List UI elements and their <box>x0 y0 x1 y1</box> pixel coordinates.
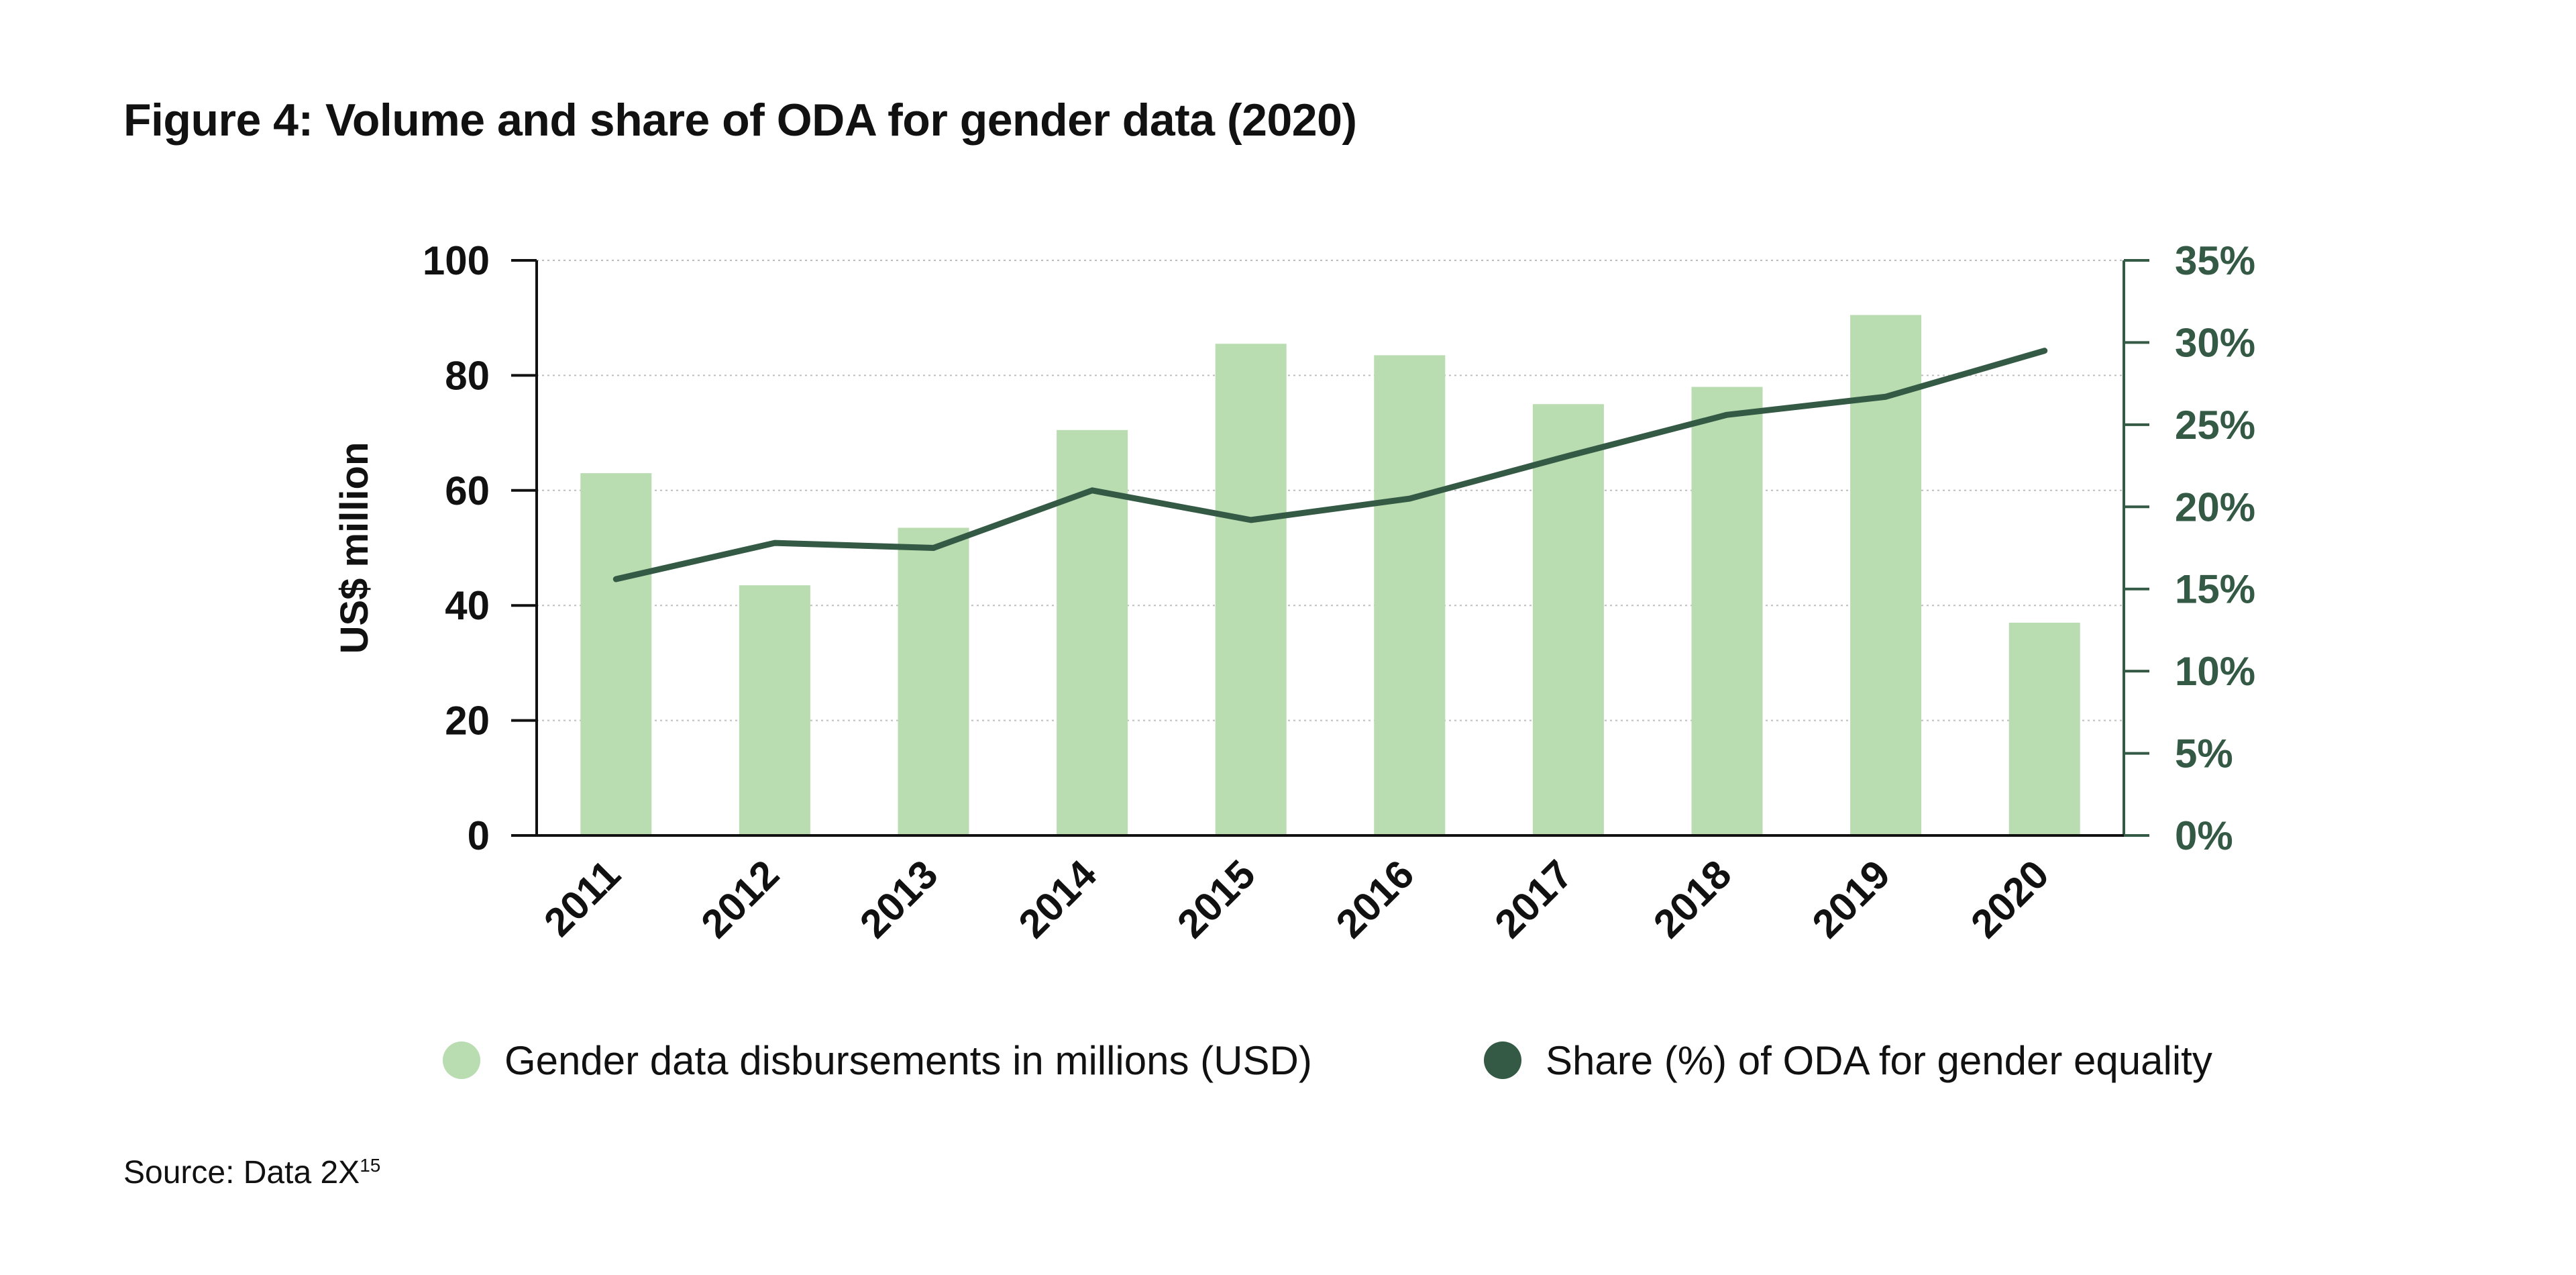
x-tick-label: 2013 <box>851 852 947 947</box>
line-point-2011 <box>615 578 617 580</box>
right-tick-label: 30% <box>2175 320 2255 365</box>
source-footnote: 15 <box>360 1155 381 1176</box>
legend-item-bars: Gender data disbursements in millions (U… <box>443 1033 1312 1087</box>
figure-title: Figure 4: Volume and share of ODA for ge… <box>123 95 1357 146</box>
right-tick-label: 35% <box>2175 238 2255 283</box>
right-tick-label: 10% <box>2175 649 2255 694</box>
legend-item-line: Share (%) of ODA for gender equality <box>1484 1033 2212 1087</box>
x-tick-label: 2011 <box>535 852 629 945</box>
source-note: Source: Data 2X15 <box>123 1154 380 1191</box>
bar-2016 <box>1374 355 1446 835</box>
legend-swatch-line <box>1484 1041 1521 1079</box>
bar-2020 <box>2008 622 2080 835</box>
bar-2018 <box>1691 387 1763 835</box>
legend-label-line: Share (%) of ODA for gender equality <box>1546 1037 2212 1083</box>
left-tick-label: 100 <box>423 238 490 283</box>
bar-2017 <box>1532 404 1604 835</box>
x-tick-label: 2019 <box>1804 852 1899 947</box>
x-tick-label: 2016 <box>1328 852 1423 947</box>
bar-2013 <box>898 527 969 835</box>
share-line <box>612 348 2048 582</box>
left-tick-label: 60 <box>445 468 490 513</box>
legend-swatch-bars <box>443 1041 480 1079</box>
line-point-2020 <box>2043 350 2045 352</box>
left-tick-label: 40 <box>445 583 490 628</box>
line-point-2017 <box>1567 455 1569 457</box>
x-tick-label: 2012 <box>692 852 788 947</box>
source-text: Source: Data 2X <box>123 1155 360 1190</box>
x-tick-label: 2017 <box>1486 852 1581 947</box>
line-point-2018 <box>1726 414 1728 416</box>
y-axis-title: US$ million <box>333 442 376 654</box>
line-point-2012 <box>773 542 775 544</box>
line-point-2016 <box>1409 498 1411 500</box>
line-point-2019 <box>1885 396 1887 398</box>
left-tick-label: 20 <box>445 699 490 744</box>
right-tick-label: 25% <box>2175 403 2255 448</box>
x-tick-label: 2015 <box>1169 852 1264 947</box>
x-tick-label: 2014 <box>1010 851 1106 946</box>
line-point-2013 <box>932 547 934 549</box>
bar-2012 <box>739 585 810 835</box>
line-point-2014 <box>1091 489 1093 491</box>
left-tick-label: 80 <box>445 353 490 398</box>
right-tick-label: 5% <box>2175 731 2233 776</box>
right-tick-label: 0% <box>2175 813 2233 858</box>
bar-2019 <box>1850 315 1922 835</box>
right-tick-label: 15% <box>2175 567 2255 612</box>
x-tick-label: 2020 <box>1962 852 2057 947</box>
line-point-2015 <box>1250 519 1252 521</box>
left-tick-label: 0 <box>468 813 490 858</box>
right-tick-label: 20% <box>2175 484 2255 529</box>
x-tick-label: 2018 <box>1645 852 1740 947</box>
bar-2011 <box>580 473 652 835</box>
bar-2015 <box>1215 344 1287 835</box>
legend-label-bars: Gender data disbursements in millions (U… <box>504 1037 1312 1083</box>
